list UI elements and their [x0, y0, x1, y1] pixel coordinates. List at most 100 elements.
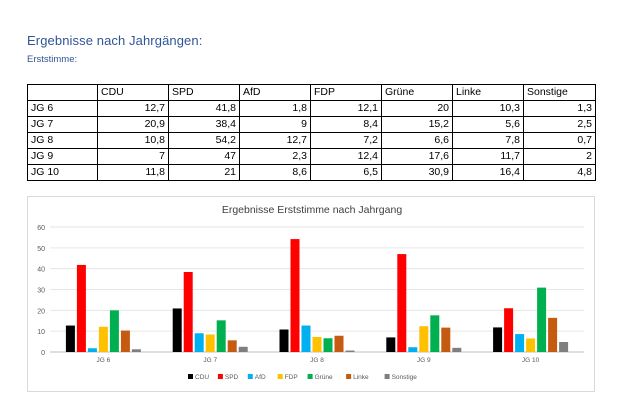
table-header-cell: Sonstige: [523, 84, 596, 101]
legend-swatch: [188, 374, 193, 379]
legend-label: Grüne: [315, 374, 333, 381]
legend-swatch: [384, 374, 390, 379]
bar-sonstige: [345, 350, 355, 352]
table-cell: 16,4: [452, 164, 524, 181]
table-cell: 20,9: [97, 116, 169, 133]
bar-afd: [194, 333, 204, 352]
legend-swatch: [277, 374, 283, 379]
bar-spd: [183, 272, 193, 352]
table-cell: 2: [523, 148, 596, 165]
bar-fdp: [526, 338, 536, 352]
table-row: JG 7 20,9 38,4 9 8,4 15,2 5,6 2,5: [27, 116, 596, 133]
bar-chart: Ergebnisse Erststimme nach Jahrgang 0 10 20…: [27, 196, 595, 392]
row-label: JG 9: [27, 148, 98, 165]
table-row: JG 6 12,7 41,8 1,8 12,1 20 10,3 1,3: [27, 100, 596, 117]
page-heading: Ergebnisse nach Jahrgängen:: [27, 33, 203, 48]
legend-label: CDU: [195, 374, 209, 381]
y-tick-label: 60: [37, 225, 45, 232]
table-cell: 4,8: [523, 164, 596, 181]
table-cell: 38,4: [168, 116, 240, 133]
table-header-cell: Grüne: [381, 84, 453, 101]
table-cell: 7,2: [310, 132, 382, 149]
y-tick-label: 10: [37, 329, 45, 336]
bar-grüne: [323, 338, 333, 352]
table-cell: 8,4: [310, 116, 382, 133]
bar-spd: [290, 239, 300, 352]
bar-linke: [120, 330, 130, 352]
table-cell: 12,7: [97, 100, 169, 117]
table-cell: 21: [168, 164, 240, 181]
table-cell: 17,6: [381, 148, 453, 165]
chart-title: Ergebnisse Erststimme nach Jahrgang: [222, 204, 402, 216]
table-cell: 10,8: [97, 132, 169, 149]
bar-linke: [548, 317, 558, 352]
table-cell: 10,3: [452, 100, 524, 117]
bar-sonstige: [131, 349, 141, 352]
y-tick-label: 30: [37, 288, 45, 295]
table-header-row: CDU SPD AfD FDP Grüne Linke Sonstige: [27, 84, 596, 101]
bar-afd: [87, 348, 97, 352]
table-cell: 7,8: [452, 132, 524, 149]
bar-afd: [301, 325, 311, 352]
bar-fdp: [205, 334, 215, 352]
table-cell: 30,9: [381, 164, 453, 181]
bar-cdu: [65, 325, 75, 352]
section-subheading: Erststimme:: [27, 54, 78, 65]
legend-swatch: [247, 374, 253, 379]
bar-linke: [227, 340, 237, 352]
table-cell: 2,3: [239, 148, 311, 165]
table-cell: 12,4: [310, 148, 382, 165]
table-header-cell: SPD: [168, 84, 240, 101]
bar-afd: [515, 334, 525, 352]
bar-grüne: [537, 287, 547, 352]
results-table: CDU SPD AfD FDP Grüne Linke Sonstige JG …: [27, 84, 596, 181]
bar-grüne: [216, 320, 226, 352]
chart-canvas: Ergebnisse Erststimme nach Jahrgang 0 10 20…: [37, 204, 584, 381]
bar-cdu: [493, 327, 503, 352]
bar-spd: [76, 264, 86, 352]
table-cell: 12,7: [239, 132, 311, 149]
table-cell: 41,8: [168, 100, 240, 117]
table-cell: 1,3: [523, 100, 596, 117]
bar-cdu: [172, 308, 182, 352]
table-header-cell: FDP: [310, 84, 382, 101]
y-tick-label: 50: [37, 246, 45, 253]
table-cell: 9: [239, 116, 311, 133]
table-cell: 1,8: [239, 100, 311, 117]
table-cell: 54,2: [168, 132, 240, 149]
x-tick-label: JG 9: [417, 357, 431, 364]
table-cell: 7: [97, 148, 169, 165]
table-row: JG 10 11,8 21 8,6 6,5 30,9 16,4 4,8: [27, 164, 596, 181]
bar-spd: [397, 254, 407, 352]
table-cell: 47: [168, 148, 240, 165]
table-header-cell: Linke: [452, 84, 524, 101]
table-cell: 11,8: [97, 164, 169, 181]
bar-cdu: [279, 329, 289, 352]
y-tick-label: 20: [37, 308, 45, 315]
table-header-cell: AfD: [239, 84, 311, 101]
bar-sonstige: [238, 346, 248, 352]
legend-label: FDP: [285, 374, 298, 381]
bar-linke: [334, 335, 344, 352]
bar-sonstige: [452, 347, 462, 352]
legend-label: Sonstige: [392, 374, 418, 381]
x-tick-label: JG 6: [97, 357, 111, 364]
table-header-cell: [27, 84, 98, 101]
bar-fdp: [98, 326, 108, 352]
bar-afd: [408, 347, 418, 352]
row-label: JG 6: [27, 100, 98, 117]
legend-swatch: [307, 374, 313, 379]
legend-label: AfD: [255, 374, 266, 381]
table-cell: 0,7: [523, 132, 596, 149]
table-header-cell: CDU: [97, 84, 169, 101]
x-tick-label: JG 8: [310, 357, 324, 364]
table-cell: 15,2: [381, 116, 453, 133]
bar-grüne: [430, 315, 440, 352]
legend-swatch: [346, 374, 352, 379]
table-cell: 11,7: [452, 148, 524, 165]
table-cell: 12,1: [310, 100, 382, 117]
legend-label: SPD: [225, 374, 239, 381]
row-label: JG 8: [27, 132, 98, 149]
bar-fdp: [312, 337, 322, 352]
table-row: JG 9 7 47 2,3 12,4 17,6 11,7 2: [27, 148, 596, 165]
